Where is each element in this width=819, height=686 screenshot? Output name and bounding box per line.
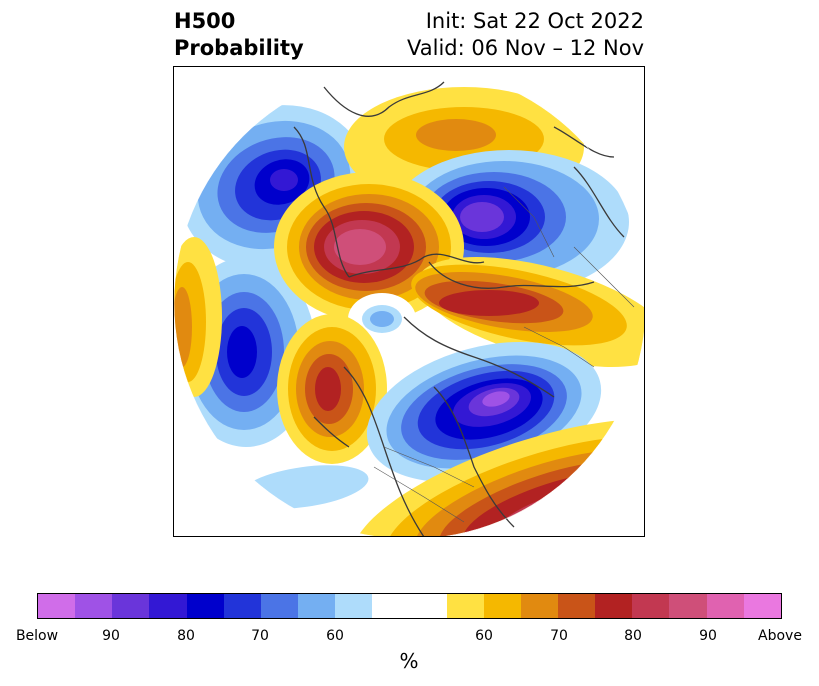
colorbar-segment: [669, 594, 707, 618]
title-product: Probability: [174, 36, 304, 60]
colorbar-segment: [149, 594, 187, 618]
borders: [373, 186, 635, 523]
probability-field: [174, 67, 644, 536]
colorbar-tick: 60: [475, 628, 493, 644]
colorbar-unit-label: %: [399, 649, 419, 673]
colorbar-segment: [223, 594, 261, 618]
colorbar-segment: [75, 594, 113, 618]
legend-colorbar: [37, 593, 782, 619]
colorbar-segment: [335, 594, 373, 618]
valid-range: Valid: 06 Nov – 12 Nov: [407, 36, 644, 60]
colorbar-segment: [743, 594, 781, 618]
alaska-high: [277, 314, 387, 464]
probability-map: [174, 67, 644, 536]
map-subtitle: Init: Sat 22 Oct 2022 Valid: 06 Nov – 12…: [407, 8, 644, 62]
colorbar-segment: [297, 594, 336, 618]
colorbar-tick: 70: [550, 628, 568, 644]
colorbar-segment: [595, 594, 633, 618]
title-variable: H500: [174, 9, 236, 33]
colorbar-segment: [520, 594, 558, 618]
colorbar-tick: Below: [15, 628, 59, 644]
colorbar-segment: [446, 594, 484, 618]
colorbar-segment: [483, 594, 521, 618]
colorbar-segment: [372, 594, 447, 618]
coastlines: [293, 81, 625, 536]
colorbar-tick: 60: [326, 628, 344, 644]
colorbar-segment: [260, 594, 298, 618]
colorbar-segment: [38, 594, 76, 618]
colorbar-tick: 90: [699, 628, 717, 644]
colorbar-segment: [557, 594, 596, 618]
colorbar-tick: 70: [251, 628, 269, 644]
map-title: H500 Probability: [174, 8, 304, 62]
init-date: Init: Sat 22 Oct 2022: [425, 9, 644, 33]
colorbar-segment: [706, 594, 744, 618]
map-panel: [173, 66, 645, 537]
colorbar-segment: [112, 594, 150, 618]
colorbar-segment: [186, 594, 224, 618]
colorbar-tick: 80: [177, 628, 195, 644]
colorbar-tick: 90: [102, 628, 120, 644]
colorbar-segment: [632, 594, 670, 618]
colorbar-tick: Above: [758, 628, 802, 644]
colorbar-tick: 80: [624, 628, 642, 644]
